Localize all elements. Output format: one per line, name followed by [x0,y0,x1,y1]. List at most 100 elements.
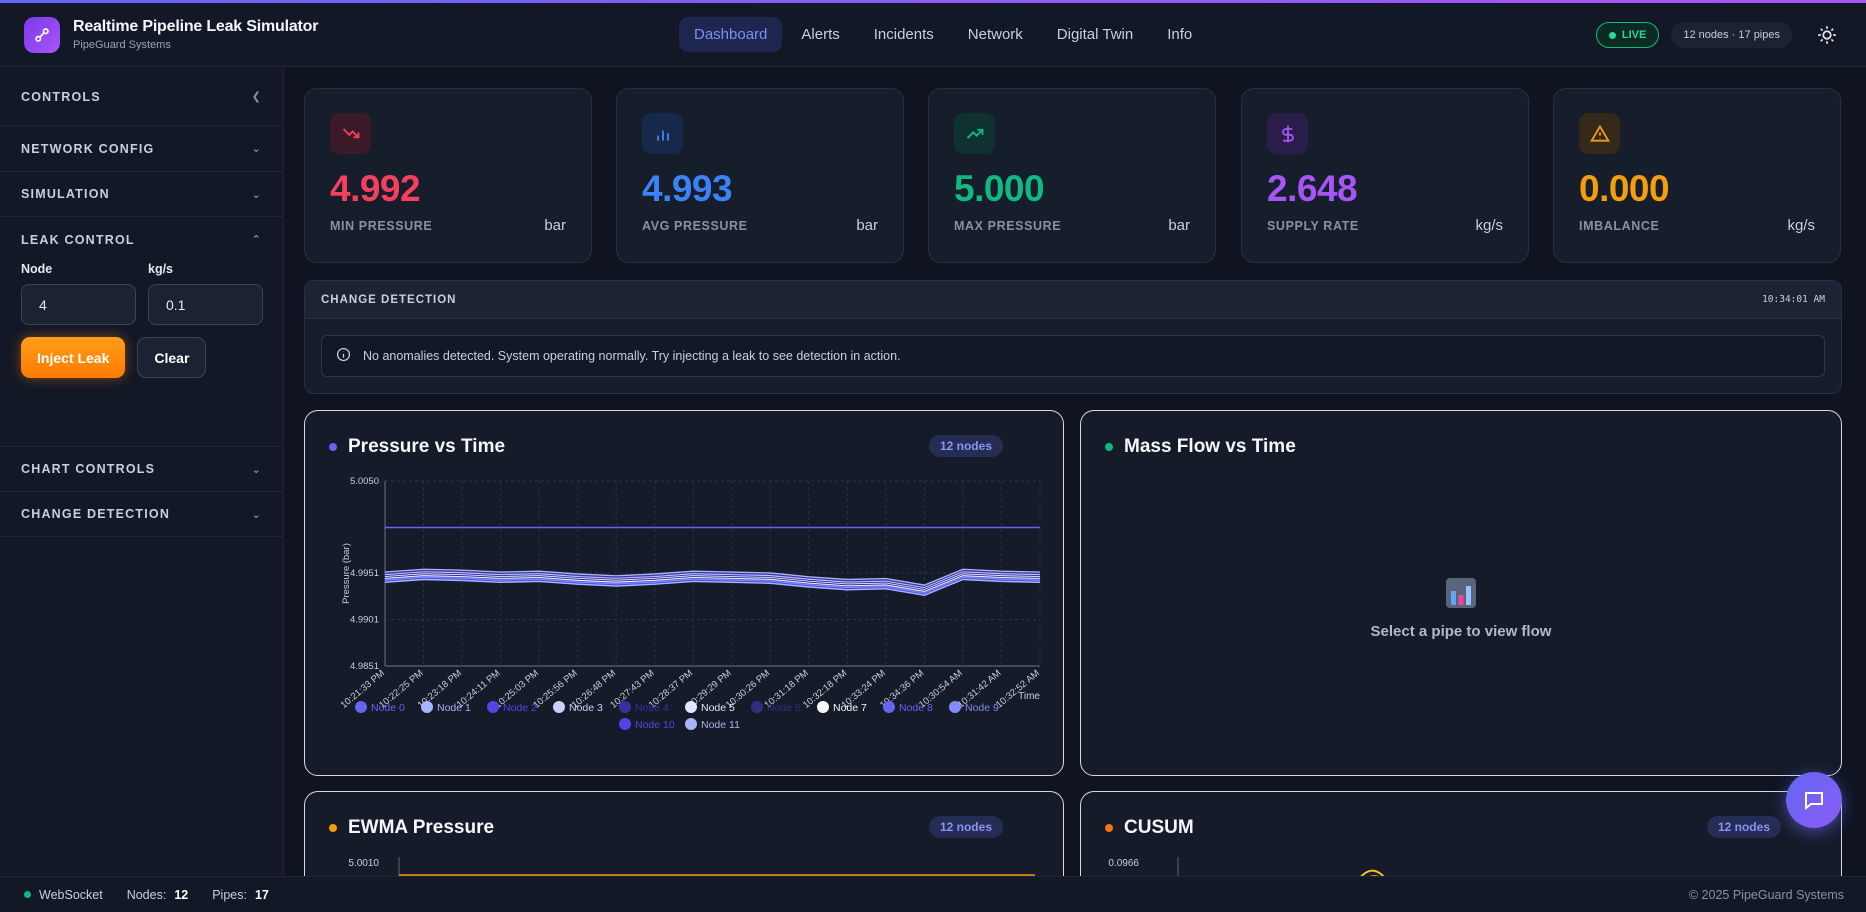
app-title: Realtime Pipeline Leak Simulator [73,18,319,35]
legend-label: Node 8 [899,702,933,714]
pressure-nodes-badge: 12 nodes [928,435,1003,457]
sidebar-section-change-detection[interactable]: CHANGE DETECTION ⌄ [0,492,283,537]
cusum-nodes-badge: 12 nodes [1706,816,1781,838]
sidebar-change-detection-label: CHANGE DETECTION [21,507,171,521]
clear-button[interactable]: Clear [137,337,207,378]
mass-flow-empty-message: Select a pipe to view flow [1370,622,1552,640]
tab-network[interactable]: Network [967,26,1023,43]
legend-label: Node 1 [437,702,471,714]
sidebar-section-chart-controls[interactable]: CHART CONTROLS ⌄ [0,447,283,492]
chat-button[interactable] [1786,772,1842,828]
stat-card-min-pressure: 4.992 MIN PRESSURE bar [304,88,592,263]
supply-rate-value: 2.648 [1267,168,1358,209]
series-line [384,576,1041,595]
series-line [384,570,1041,588]
mass-flow-panel-title: Mass Flow vs Time [1124,436,1296,457]
legend-marker [685,718,697,730]
legend-label: Node 2 [503,702,537,714]
tab-info[interactable]: Info [1167,26,1193,43]
rate-field-label: kg/s [148,262,174,276]
panel-dot-icon [329,824,337,832]
sidebar-section-network-config[interactable]: NETWORK CONFIG ⌄ [0,126,283,172]
chart-placeholder-icon [1445,577,1477,613]
copyright: © 2025 PipeGuard Systems [1688,887,1844,902]
pipes-count: Pipes: 17 [212,888,269,902]
warning-icon [1579,113,1620,154]
tab-dashboard[interactable]: Dashboard [679,17,783,52]
imbalance-label: IMBALANCE [1579,219,1660,233]
pipes-value: 17 [254,887,269,902]
series-line [384,572,1041,590]
legend-label: Node 6 [767,702,801,714]
panel-dot-icon [1105,824,1113,832]
legend-label: Node 11 [701,719,740,731]
legend-marker [883,701,895,713]
supply-rate-unit: kg/s [1475,217,1503,234]
collapse-chevron-left-icon[interactable]: ❮ [251,91,262,103]
network-config-label: NETWORK CONFIG [21,141,155,156]
legend-marker [817,701,829,713]
sidebar-section-leak-control: LEAK CONTROL ⌃ Node kg/s Inject Leak Cle… [0,217,283,447]
mass-flow-vs-time-panel: Mass Flow vs Time Select a pipe to view … [1080,410,1842,776]
nodes-count: Nodes: 12 [127,888,189,902]
max-pressure-value: 5.000 [954,168,1045,209]
x-axis-label: Time [1018,691,1040,702]
tab-digital-twin[interactable]: Digital Twin [1056,26,1134,43]
legend-label: Node 4 [635,702,669,714]
max-pressure-label: MAX PRESSURE [954,219,1062,233]
tab-incidents[interactable]: Incidents [873,26,934,43]
main-nav: Dashboard Alerts Incidents Network Digit… [679,17,1207,52]
inject-leak-button[interactable]: Inject Leak [21,337,126,378]
chevron-down-icon: ⌄ [251,143,262,155]
node-input[interactable] [21,284,136,325]
legend-label: Node 3 [569,702,603,714]
sidebar-section-simulation[interactable]: SIMULATION ⌄ [0,172,283,217]
change-detection-timestamp: 10:34:01 AM [1762,294,1825,305]
leak-control-form: Node kg/s Inject Leak Clear [0,262,283,378]
series-line [384,575,1041,593]
ewma-panel-title: EWMA Pressure [348,817,495,838]
series-line [384,577,1041,596]
chat-icon [1805,792,1823,811]
y-tick-label: 4.9901 [350,615,379,626]
leak-control-header[interactable]: LEAK CONTROL ⌃ [0,217,283,262]
cusum-panel-title: CUSUM [1124,817,1194,838]
legend-marker [751,701,763,713]
min-pressure-unit: bar [544,217,566,234]
trending-down-icon [330,113,371,154]
legend-label: Node 9 [965,702,999,714]
pressure-chart: 5.0050 4.9951 4.9901 4.9851 Pressure (bar) Ti… [339,476,1042,731]
theme-toggle-sun-icon[interactable] [1812,20,1842,50]
node-field-label: Node [21,262,53,276]
websocket-status: WebSocket [24,888,103,902]
avg-pressure-unit: bar [856,217,878,234]
avg-pressure-label: AVG PRESSURE [642,219,748,233]
tab-alerts[interactable]: Alerts [801,26,840,43]
mass-flow-empty-state: Select a pipe to view flow [1081,411,1841,775]
brand: Realtime Pipeline Leak Simulator PipeGua… [24,16,624,53]
legend-marker [487,701,499,713]
series-line [384,571,1041,589]
network-summary-pill: 12 nodes · 17 pipes [1671,22,1792,48]
app-subtitle: PipeGuard Systems [73,39,171,51]
sidebar-controls-label: CONTROLS [21,89,101,104]
live-badge: LIVE [1595,22,1660,48]
legend-marker [355,701,367,713]
nodes-value: 12 [174,887,189,902]
legend-label: Node 10 [635,719,675,731]
app-logo-icon [24,16,60,53]
sidebar-controls-header[interactable]: CONTROLS ❮ [0,68,283,126]
imbalance-unit: kg/s [1787,217,1815,234]
y-tick-label: 4.9851 [350,661,379,672]
chevron-down-icon: ⌄ [251,463,262,476]
status-footer: WebSocket Nodes: 12 Pipes: 17 © 2025 PipeG… [0,876,1866,912]
y-tick-label: 4.9951 [350,568,379,579]
legend-marker [553,701,565,713]
nodes-label: Nodes: [126,887,167,902]
y-tick-label: 5.0050 [350,476,379,487]
leak-rate-input[interactable] [148,284,263,325]
legend-marker [685,701,697,713]
chevron-down-icon: ⌄ [251,188,262,201]
app-header: Realtime Pipeline Leak Simulator PipeGua… [0,3,1866,67]
max-pressure-unit: bar [1168,217,1190,234]
